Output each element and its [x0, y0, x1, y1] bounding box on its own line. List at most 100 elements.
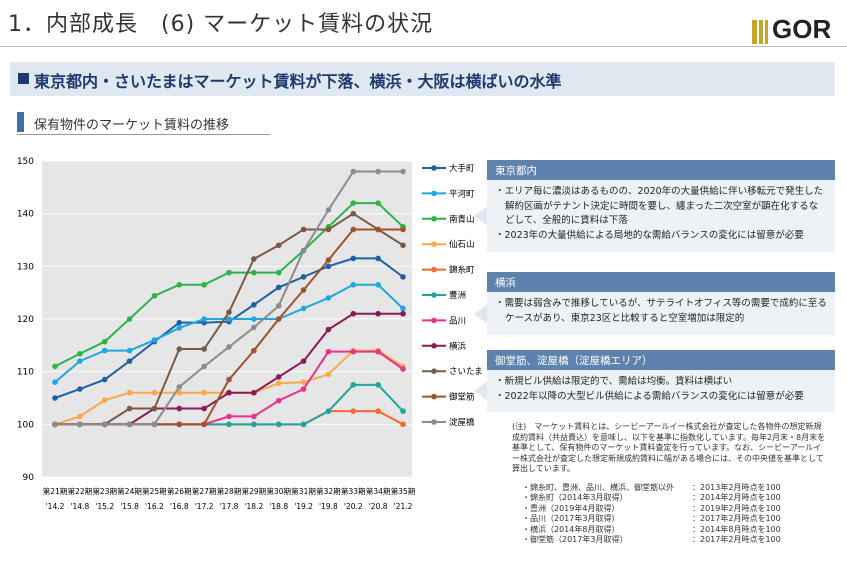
divider: [0, 46, 847, 47]
data-point: [375, 255, 381, 262]
data-point: [226, 413, 232, 420]
notes-text: (注) マーケット賃料とは、シービーアールイー株式会社が査定した各物件の想定新規…: [512, 422, 826, 473]
legend-marker: [431, 266, 437, 273]
banner-bullet: [18, 73, 29, 84]
x-tick-date: '16.8: [170, 502, 189, 511]
y-tick-label: 120: [17, 315, 34, 325]
data-point: [176, 384, 183, 390]
note-basis: ：2014年2月時点を100: [692, 493, 781, 502]
x-tick-date: '14.8: [70, 502, 89, 511]
notes-list: ・錦糸町、豊洲、品川、横浜、御堂筋以外 ：2013年2月時点を100 ・錦糸町（20…: [508, 483, 828, 546]
data-point: [176, 405, 183, 412]
note-basis: ：2019年2月時点を100: [692, 503, 781, 513]
data-point: [176, 319, 183, 326]
data-point: [77, 350, 83, 357]
panel-arrow: [474, 206, 488, 226]
legend-label: 大手町: [449, 163, 475, 174]
data-point: [101, 421, 108, 428]
x-tick-date: '15.8: [120, 502, 139, 511]
panel-arrow: [474, 303, 488, 324]
data-point: [251, 316, 257, 322]
legend-label: さいたま: [449, 367, 483, 377]
data-point: [101, 397, 108, 403]
data-point: [275, 303, 282, 309]
panel-item: ・エリア毎に濃淡はあるものの、2020年の大量供給に伴い移転元で発生した解約区画…: [495, 186, 824, 226]
data-point: [251, 301, 257, 308]
note-row: ・品川（2017年3月取得） ：2017年2月時点を100: [522, 514, 828, 525]
data-point: [151, 389, 158, 396]
x-tick-date: '20.2: [344, 502, 363, 511]
x-tick-date: '17.8: [220, 502, 239, 511]
legend-marker: [431, 165, 437, 171]
data-point: [325, 326, 332, 333]
data-point: [375, 281, 381, 288]
data-point: [300, 287, 307, 293]
data-point: [350, 200, 357, 206]
x-tick-label: 第30期: [266, 486, 291, 496]
note-basis: ：2014年8月時点を100: [692, 524, 781, 534]
data-point: [375, 310, 381, 317]
data-point: [176, 325, 183, 331]
data-point: [101, 338, 108, 345]
x-tick-label: 第28期: [217, 486, 242, 496]
data-point: [325, 257, 332, 263]
x-tick-date: '17.2: [195, 502, 214, 511]
subheading-bar: [17, 112, 24, 132]
data-point: [300, 358, 307, 364]
panel-item: ・新規ビル供給は限定的で、需給は均衡。賃料は横ばい: [495, 376, 733, 387]
legend-label: 平河町: [449, 188, 475, 199]
data-point: [126, 405, 133, 412]
data-point: [176, 389, 183, 396]
data-point: [400, 305, 406, 312]
data-point: [350, 210, 357, 217]
panel-body: ・エリア毎に濃淡はあるものの、2020年の大量供給に伴い移転元で発生した解約区画…: [487, 180, 835, 252]
data-point: [176, 281, 183, 288]
panel-title: 横浜: [487, 272, 835, 292]
panel-item: ・需要は弱含みで推移しているが、サテライトオフィス等の需要で成約に至るケースがあ…: [495, 298, 827, 324]
note-subject: ・品川（2017年3月取得）: [522, 514, 620, 523]
y-tick-label: 90: [23, 473, 35, 483]
data-point: [201, 346, 207, 352]
x-tick-date: '18.8: [269, 502, 288, 511]
data-point: [151, 337, 158, 343]
x-tick-label: 第29期: [242, 486, 267, 496]
x-tick-label: 第21期: [43, 486, 68, 496]
panel-arrow: [474, 381, 488, 401]
data-point: [52, 395, 58, 401]
note-basis: ：2017年2月時点を100: [692, 535, 781, 544]
panel-item: ・2022年以降の大型ビル供給による需給バランスの変化には留意が必要: [495, 390, 804, 402]
data-point: [77, 386, 83, 392]
data-point: [251, 413, 257, 420]
data-point: [201, 363, 207, 370]
data-point: [126, 316, 133, 322]
page-title: 1．内部成長 (6) マーケット賃料の状況: [8, 12, 434, 37]
legend-marker: [431, 292, 437, 298]
data-point: [300, 274, 307, 280]
data-point: [400, 274, 406, 280]
data-point: [52, 363, 58, 370]
data-point: [201, 405, 207, 412]
legend-label: 品川: [449, 316, 466, 326]
data-point: [52, 379, 58, 385]
legend-marker: [431, 241, 437, 247]
legend-label: 南青山: [449, 214, 475, 225]
legend-marker: [431, 343, 437, 349]
legend-marker: [431, 419, 437, 425]
note-row: ・錦糸町、豊洲、品川、横浜、御堂筋以外 ：2013年2月時点を100: [522, 483, 828, 494]
panel-title: 御堂筋、淀屋橋（淀屋橋エリア）: [487, 350, 835, 370]
data-point: [300, 247, 307, 254]
data-point: [350, 310, 357, 317]
note-subject: ・錦糸町（2014年3月取得）: [522, 493, 628, 502]
legend-label: 仙石山: [449, 239, 475, 250]
legend-marker: [431, 216, 437, 222]
legend-label: 淀屋橋: [449, 417, 475, 428]
panel-body: ・需要は弱含みで推移しているが、サテライトオフィス等の需要で成約に至るケースがあ…: [487, 292, 835, 335]
data-point: [400, 226, 406, 233]
data-point: [400, 408, 406, 414]
x-tick-date: '18.2: [244, 502, 263, 511]
data-point: [325, 263, 332, 270]
data-point: [226, 421, 232, 428]
legend-label: 御堂筋: [449, 392, 475, 403]
x-tick-label: 第35期: [391, 486, 416, 496]
x-tick-date: '20.8: [369, 502, 388, 511]
